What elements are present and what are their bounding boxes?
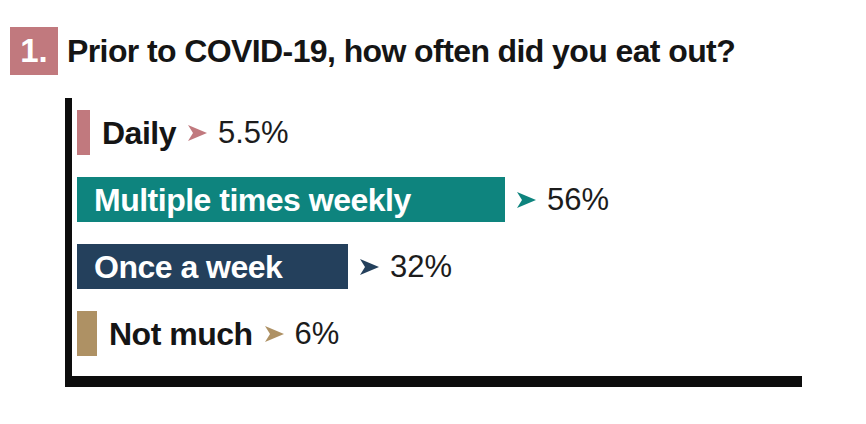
y-axis-line [65,98,72,387]
bar-chart: Daily 5.5% Multiple times weekly 56% Once a … [65,98,802,387]
value-label-daily: 5.5% [218,117,289,148]
bar-label-daily: Daily [102,117,176,149]
arrow-right-icon [264,325,285,343]
arrow-right-icon [187,124,208,142]
bar-label-once-a-week: Once a week [77,251,282,283]
value-label-once-a-week: 32% [390,251,452,282]
bar-row-daily: Daily 5.5% [77,110,609,155]
page-title: Prior to COVID-19, how often did you eat… [67,27,735,75]
bar-row-once-a-week: Once a week 32% [77,244,609,289]
bar-row-not-much: Not much 6% [77,311,609,356]
bar-once-a-week: Once a week [77,244,348,289]
survey-infographic: 1. Prior to COVID-19, how often did you … [0,0,866,424]
bar-label-multiple-times-weekly: Multiple times weekly [77,184,411,216]
bar-multiple-times-weekly: Multiple times weekly [77,177,505,222]
bar-label-not-much: Not much [109,318,253,350]
value-label-multiple-times-weekly: 56% [547,184,609,215]
bar-rows: Daily 5.5% Multiple times weekly 56% Once a … [77,110,609,378]
bar-not-much [77,311,97,356]
arrow-right-icon [359,258,380,276]
bar-row-multiple-times-weekly: Multiple times weekly 56% [77,177,609,222]
question-number-badge: 1. [10,27,58,75]
arrow-right-icon [516,191,537,209]
bar-daily [77,110,90,155]
value-label-not-much: 6% [295,318,340,349]
